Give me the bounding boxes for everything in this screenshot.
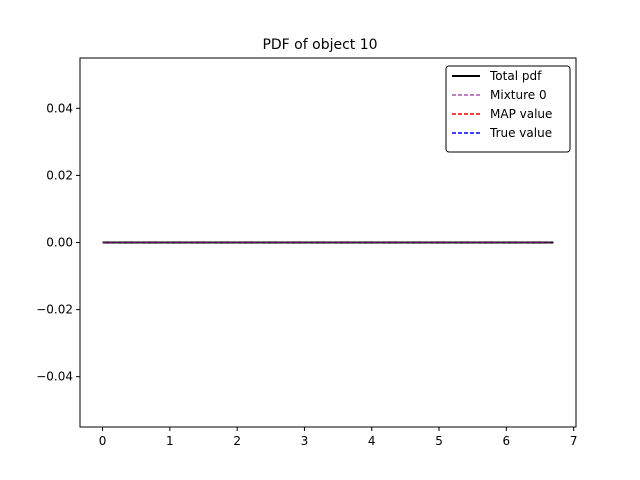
chart-title: PDF of object 10 [262,37,377,53]
legend-label: MAP value [490,107,552,121]
x-tick-label: 1 [166,434,174,448]
legend-box [445,65,571,153]
x-tick-label: 5 [435,434,443,448]
y-tick-label: 0.04 [46,101,73,115]
y-tick-label: 0.00 [46,236,73,250]
legend-label: True value [489,126,552,140]
legend: Total pdf Mixture 0 MAP value True value [445,65,571,153]
x-tick-label: 3 [301,434,309,448]
x-axis: 0 1 2 3 4 5 6 7 [99,427,578,448]
x-tick-label: 0 [99,434,107,448]
x-tick-label: 2 [233,434,241,448]
y-tick-label: −0.04 [36,370,73,384]
legend-label: Mixture 0 [490,88,547,102]
y-tick-label: −0.02 [36,303,73,317]
x-tick-label: 6 [503,434,511,448]
x-tick-label: 4 [368,434,376,448]
y-tick-label: 0.02 [46,168,73,182]
y-axis: −0.04 −0.02 0.00 0.02 0.04 [36,101,80,384]
x-tick-label: 7 [570,434,578,448]
legend-label: Total pdf [489,69,542,83]
